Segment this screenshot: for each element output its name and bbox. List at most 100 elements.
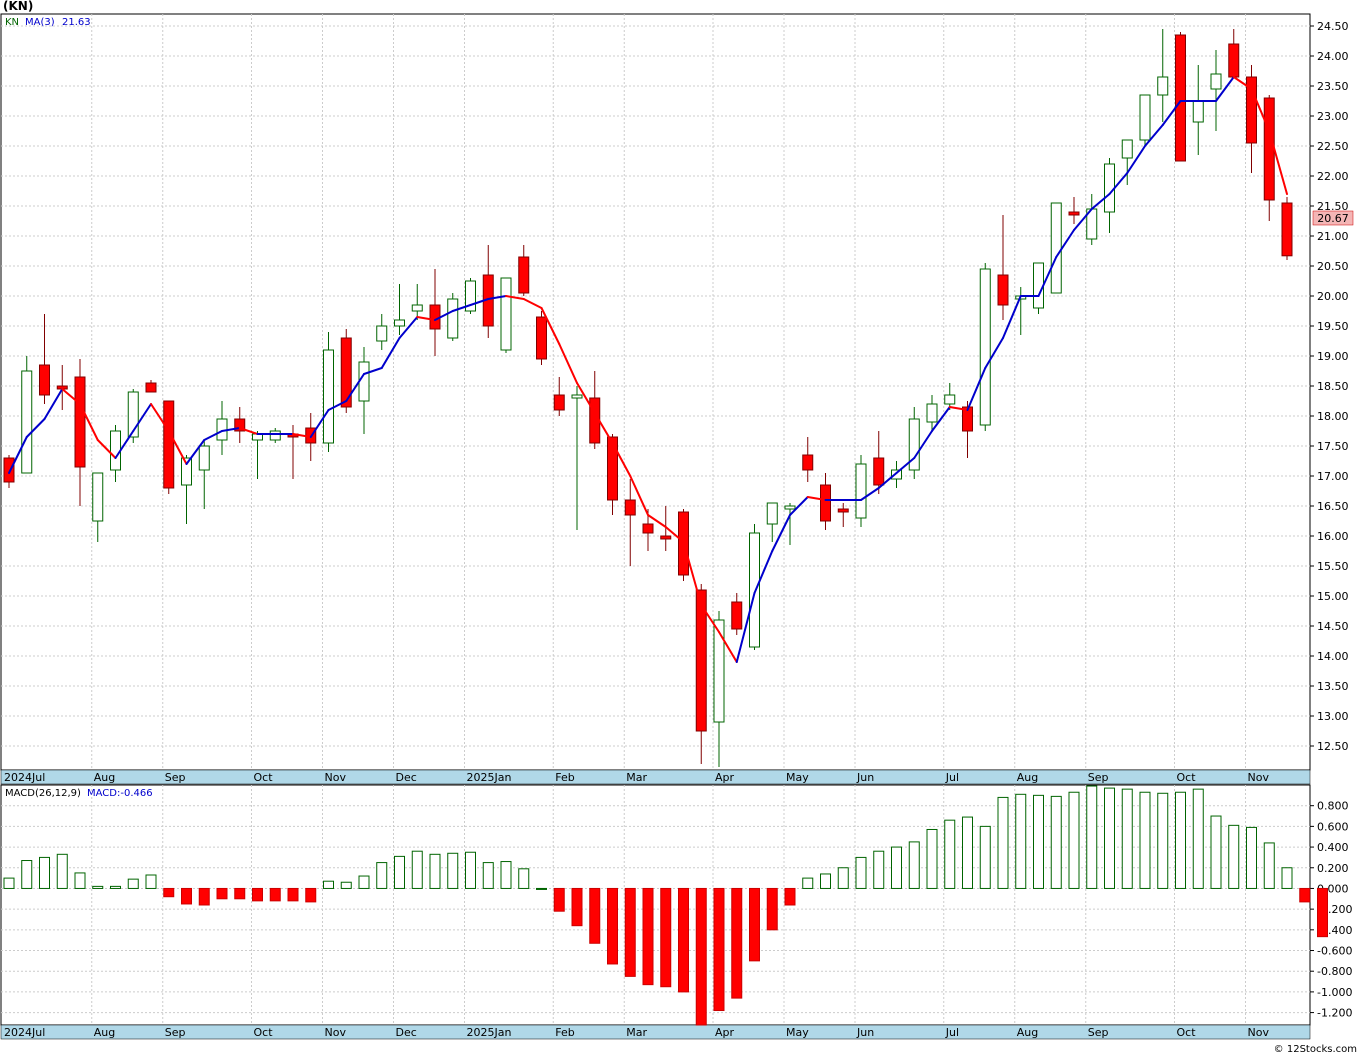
ma-line-segment: [647, 514, 667, 528]
ma-line-segment: [753, 550, 774, 594]
x-tick-label: Sep: [165, 771, 186, 784]
candle-body: [163, 400, 175, 489]
price-tick-label: 19.00: [1317, 350, 1349, 363]
ma-line-segment: [789, 496, 809, 516]
x-tick-label: Dec: [396, 771, 417, 784]
macd-bar: [802, 877, 814, 889]
candle-body: [891, 469, 902, 480]
candle-body: [749, 532, 760, 648]
macd-bar: [642, 887, 654, 986]
macd-bar: [1050, 795, 1062, 889]
candle-body: [713, 619, 725, 723]
macd-bar: [997, 796, 1009, 889]
macd-bar: [1317, 887, 1328, 938]
ma-line-segment: [1002, 295, 1022, 339]
candle-body: [429, 304, 441, 330]
ma-line-segment: [25, 418, 46, 438]
grid: 24.50 24.00 23.50 23.00 22.50 22.00 21.50 21.00…: [0, 13, 1352, 1040]
macd-bar: [678, 887, 689, 993]
price-tick-label: 23.00: [1317, 110, 1349, 123]
macd-x-tick-label: Oct: [254, 1026, 274, 1039]
ma-line-segment: [1055, 229, 1075, 258]
macd-tick-label: -1.000: [1317, 986, 1352, 999]
candle-body: [731, 601, 743, 630]
ma-line-segment: [931, 406, 951, 432]
candle-body: [1192, 100, 1204, 123]
candle-body: [571, 394, 583, 399]
macd-bar: [56, 853, 68, 889]
macd-bar: [908, 841, 920, 889]
x-tick-label: Nov: [325, 771, 347, 784]
macd-bar: [589, 887, 601, 944]
ma-line-segment: [522, 298, 543, 309]
macd-bar: [1121, 788, 1133, 889]
ma-line-segment: [8, 436, 28, 474]
macd-x-tick-label: Sep: [1088, 1026, 1109, 1039]
macd-bar: [1015, 793, 1027, 889]
price-tick-label: 21.00: [1317, 230, 1349, 243]
candle-body: [127, 391, 139, 438]
candle-body: [642, 523, 654, 534]
x-tick-label: Nov: [1248, 771, 1270, 784]
macd-bar: [198, 887, 210, 906]
macd-bar: [482, 862, 494, 889]
candle-body: [234, 418, 246, 432]
ma-line-segment: [558, 343, 578, 384]
macd-bar: [979, 825, 991, 889]
macd-tick-label: 0.400: [1317, 841, 1349, 854]
candle-body: [624, 499, 636, 516]
ma-line-segment: [1268, 130, 1288, 195]
watermark: © 12Stocks.com: [1274, 1044, 1357, 1055]
macd-bar: [624, 887, 636, 977]
x-tick-label: 2025Jan: [467, 771, 512, 784]
candle-body: [660, 535, 672, 540]
candle-body: [944, 394, 956, 405]
ma-line-segment: [966, 367, 987, 411]
ma-line-segment: [292, 433, 312, 438]
candle-body: [1139, 94, 1151, 141]
ma-line-segment: [203, 430, 223, 441]
macd-bar: [127, 878, 139, 889]
ma-line-segment: [948, 406, 969, 411]
price-tick-label: 18.50: [1317, 380, 1349, 393]
x-tick-label: Apr: [715, 771, 735, 784]
ma-line-segment: [416, 316, 436, 321]
candle-body: [181, 457, 192, 486]
macd-x-tick-label: 2024Jul: [4, 1026, 45, 1039]
price-tick-label: 15.00: [1317, 590, 1349, 603]
candle-body: [979, 268, 991, 426]
macd-bar: [110, 885, 121, 889]
ma-line-segment: [327, 400, 348, 411]
macd-x-tick-label: Nov: [325, 1026, 347, 1039]
ma-line-segment: [505, 295, 525, 300]
candle-body: [997, 274, 1009, 306]
ma-line-segment: [718, 631, 738, 663]
macd-bar: [1104, 787, 1115, 889]
macd-bar: [252, 887, 263, 902]
candle-body: [1228, 43, 1240, 78]
candle-body: [926, 403, 938, 423]
candle-body: [820, 484, 831, 522]
ma-line-segment: [1232, 76, 1253, 90]
candle-body: [766, 502, 778, 525]
macd-x-tick-label: Nov: [1248, 1026, 1270, 1039]
candle-body: [1050, 202, 1062, 294]
macd-x-tick-label: Aug: [94, 1026, 115, 1039]
ma-line-segment: [309, 409, 330, 438]
macd-bar: [944, 819, 956, 889]
x-tick-label: Sep: [1088, 771, 1109, 784]
ma-line-segment: [735, 592, 756, 663]
macd-bar: [1246, 826, 1257, 889]
ma-line-segment: [682, 541, 703, 606]
price-frame: [0, 13, 1311, 771]
legend-symbol: KN: [5, 17, 19, 28]
macd-bar: [92, 885, 104, 889]
x-tick-label: Aug: [1017, 771, 1038, 784]
x-tick-label: Jun: [856, 771, 874, 784]
macd-bar: [447, 852, 459, 889]
price-tick-label: 23.50: [1317, 80, 1349, 93]
macd-bar: [553, 887, 565, 912]
candle-body: [39, 364, 50, 396]
macd-x-tick-label: Jun: [856, 1026, 874, 1039]
x-tick-label: Oct: [254, 771, 274, 784]
